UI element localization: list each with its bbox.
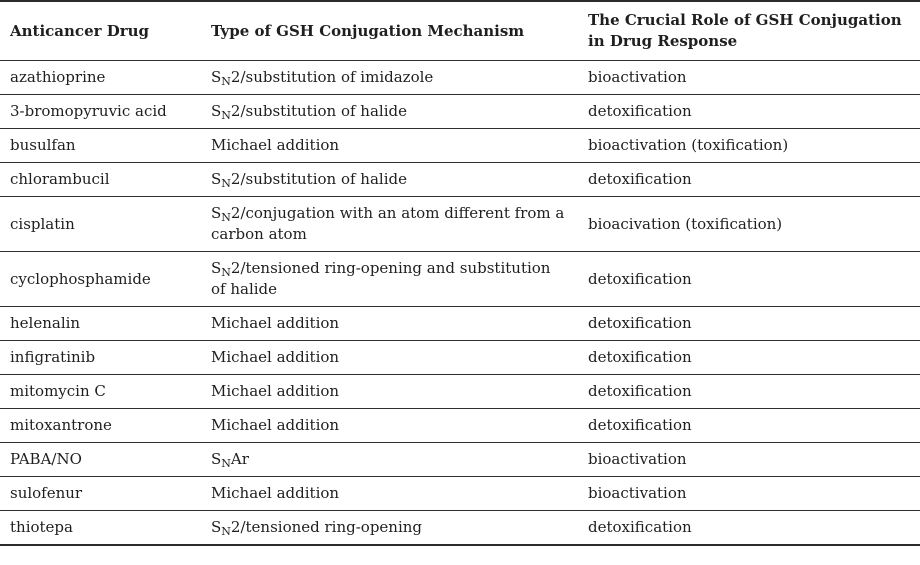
role-cell: detoxification (578, 340, 920, 375)
drug-cell: sulofenur (0, 476, 201, 511)
table-row: 3-bromopyruvic acid SN2/substitution of … (0, 94, 920, 129)
table-row: azathioprine SN2/substitution of imidazo… (0, 60, 920, 95)
table-row: busulfan Michael addition bioactivation … (0, 128, 920, 163)
mechanism-cell: Michael addition (201, 374, 578, 409)
role-cell: detoxification (578, 408, 920, 443)
table-row: PABA/NO SNAr bioactivation (0, 442, 920, 477)
mechanism-text-rest: 2/substitution of halide (230, 102, 407, 120)
drug-cell: PABA/NO (0, 442, 201, 477)
drug-cell: busulfan (0, 128, 201, 163)
mechanism-text: Michael addition (211, 484, 340, 502)
mechanism-cell: Michael addition (201, 408, 578, 443)
mechanism-subscript: N (221, 211, 231, 224)
drug-cell: helenalin (0, 306, 201, 341)
mechanism-cell: Michael addition (201, 306, 578, 341)
mechanism-cell: SN2/substitution of imidazole (201, 60, 578, 95)
mechanism-subscript: N (221, 457, 231, 470)
paper-table-page: Anticancer Drug Type of GSH Conjugation … (0, 0, 920, 546)
role-cell: detoxification (578, 162, 920, 197)
drug-cell: infigratinib (0, 340, 201, 375)
table-row: cisplatin SN2/conjugation with an atom d… (0, 196, 920, 252)
gsh-conjugation-table: Anticancer Drug Type of GSH Conjugation … (0, 0, 920, 546)
drug-cell: azathioprine (0, 60, 201, 95)
mechanism-text-rest: 2/substitution of imidazole (230, 68, 434, 86)
role-cell: bioactivation (toxification) (578, 128, 920, 163)
column-header-anticancer-drug: Anticancer Drug (0, 1, 201, 61)
drug-cell: cisplatin (0, 196, 201, 252)
role-cell: detoxification (578, 251, 920, 307)
role-cell: bioacivation (toxification) (578, 196, 920, 252)
mechanism-text-rest: 2/tensioned ring-opening and substitutio… (211, 259, 551, 298)
role-cell: bioactivation (578, 60, 920, 95)
role-cell: detoxification (578, 510, 920, 546)
mechanism-text: S (211, 170, 222, 188)
mechanism-subscript: N (221, 266, 231, 279)
table-row: mitomycin C Michael addition detoxificat… (0, 374, 920, 409)
mechanism-cell: SNAr (201, 442, 578, 477)
mechanism-cell: SN2/tensioned ring-opening and substitut… (201, 251, 578, 307)
mechanism-cell: Michael addition (201, 128, 578, 163)
drug-cell: 3-bromopyruvic acid (0, 94, 201, 129)
column-header-gsh-role: The Crucial Role of GSH Conjugation in D… (578, 1, 920, 61)
mechanism-text: S (211, 450, 222, 468)
mechanism-text: S (211, 102, 222, 120)
table-row: cyclophosphamide SN2/tensioned ring-open… (0, 251, 920, 307)
mechanism-text-rest: 2/tensioned ring-opening (230, 518, 423, 536)
mechanism-text-rest: 2/conjugation with an atom different fro… (211, 204, 565, 243)
drug-cell: mitomycin C (0, 374, 201, 409)
mechanism-text: Michael addition (211, 348, 340, 366)
mechanism-text: Michael addition (211, 314, 340, 332)
mechanism-cell: Michael addition (201, 476, 578, 511)
mechanism-text: S (211, 259, 222, 277)
mechanism-text: Michael addition (211, 382, 340, 400)
role-cell: bioactivation (578, 442, 920, 477)
drug-cell: mitoxantrone (0, 408, 201, 443)
mechanism-cell: SN2/tensioned ring-opening (201, 510, 578, 546)
mechanism-text: S (211, 68, 222, 86)
table-row: thiotepa SN2/tensioned ring-opening deto… (0, 510, 920, 546)
drug-cell: chlorambucil (0, 162, 201, 197)
table-header-row: Anticancer Drug Type of GSH Conjugation … (0, 1, 920, 61)
mechanism-text: Michael addition (211, 416, 340, 434)
table-row: chlorambucil SN2/substitution of halide … (0, 162, 920, 197)
drug-cell: thiotepa (0, 510, 201, 546)
mechanism-subscript: N (221, 177, 231, 190)
mechanism-text: S (211, 518, 222, 536)
mechanism-cell: SN2/substitution of halide (201, 162, 578, 197)
table-row: infigratinib Michael addition detoxifica… (0, 340, 920, 375)
table-row: sulofenur Michael addition bioactivation (0, 476, 920, 511)
role-cell: detoxification (578, 306, 920, 341)
mechanism-text-rest: 2/substitution of halide (230, 170, 407, 188)
mechanism-cell: SN2/substitution of halide (201, 94, 578, 129)
mechanism-text-rest: Ar (230, 450, 249, 468)
role-cell: detoxification (578, 374, 920, 409)
drug-cell: cyclophosphamide (0, 251, 201, 307)
mechanism-subscript: N (221, 525, 231, 538)
table-row: mitoxantrone Michael addition detoxifica… (0, 408, 920, 443)
column-header-mechanism-type: Type of GSH Conjugation Mechanism (201, 1, 578, 61)
mechanism-cell: SN2/conjugation with an atom different f… (201, 196, 578, 252)
mechanism-subscript: N (221, 109, 231, 122)
mechanism-cell: Michael addition (201, 340, 578, 375)
mechanism-text: S (211, 204, 222, 222)
role-cell: detoxification (578, 94, 920, 129)
mechanism-text: Michael addition (211, 136, 340, 154)
table-row: helenalin Michael addition detoxificatio… (0, 306, 920, 341)
role-cell: bioactivation (578, 476, 920, 511)
mechanism-subscript: N (221, 75, 231, 88)
